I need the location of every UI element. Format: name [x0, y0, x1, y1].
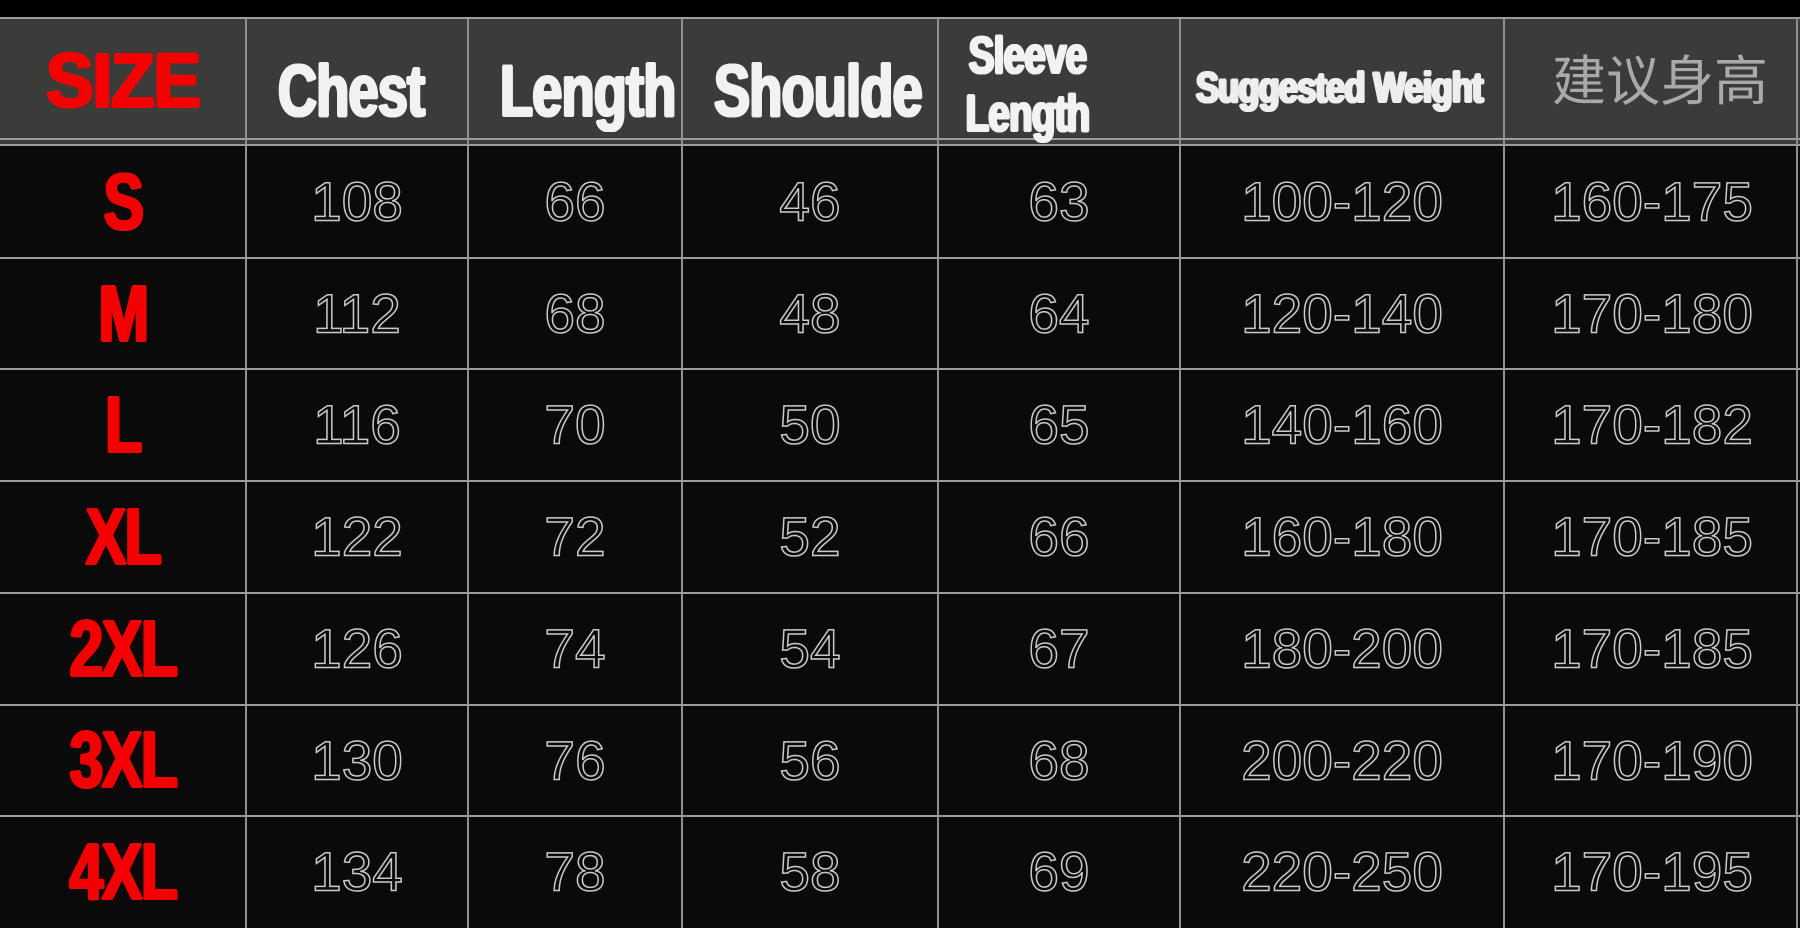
svg-text:48: 48: [779, 282, 840, 344]
svg-text:68: 68: [1028, 729, 1089, 791]
svg-text:160-180: 160-180: [1241, 506, 1443, 568]
svg-text:65: 65: [1028, 394, 1089, 456]
svg-text:122: 122: [311, 506, 403, 568]
svg-text:134: 134: [311, 841, 403, 903]
svg-text:170-190: 170-190: [1551, 729, 1753, 791]
svg-text:170-195: 170-195: [1551, 841, 1753, 903]
svg-text:220-250: 220-250: [1241, 841, 1443, 903]
svg-text:46: 46: [779, 171, 840, 233]
svg-text:170-182: 170-182: [1551, 394, 1753, 456]
svg-text:74: 74: [544, 617, 605, 679]
svg-text:108: 108: [311, 171, 403, 233]
svg-text:140-160: 140-160: [1241, 394, 1443, 456]
svg-text:72: 72: [544, 506, 605, 568]
svg-text:120-140: 120-140: [1241, 282, 1443, 344]
svg-text:78: 78: [544, 841, 605, 903]
svg-text:170-185: 170-185: [1551, 506, 1753, 568]
svg-text:50: 50: [779, 394, 840, 456]
svg-text:66: 66: [544, 171, 605, 233]
svg-text:170-185: 170-185: [1551, 617, 1753, 679]
svg-text:70: 70: [544, 394, 605, 456]
svg-text:69: 69: [1028, 841, 1089, 903]
svg-text:126: 126: [311, 617, 403, 679]
svg-text:116: 116: [313, 394, 401, 456]
svg-text:130: 130: [311, 729, 403, 791]
svg-text:100-120: 100-120: [1241, 171, 1443, 233]
svg-text:67: 67: [1028, 617, 1089, 679]
svg-text:68: 68: [544, 282, 605, 344]
svg-text:54: 54: [779, 617, 840, 679]
svg-text:63: 63: [1028, 171, 1089, 233]
svg-text:64: 64: [1028, 282, 1089, 344]
svg-text:52: 52: [779, 506, 840, 568]
svg-text:66: 66: [1028, 506, 1089, 568]
svg-text:200-220: 200-220: [1241, 729, 1443, 791]
svg-text:180-200: 180-200: [1241, 617, 1443, 679]
svg-text:56: 56: [779, 729, 840, 791]
svg-text:112: 112: [313, 282, 401, 344]
svg-text:58: 58: [779, 841, 840, 903]
svg-text:170-180: 170-180: [1551, 282, 1753, 344]
svg-text:160-175: 160-175: [1551, 171, 1753, 233]
svg-text:76: 76: [544, 729, 605, 791]
